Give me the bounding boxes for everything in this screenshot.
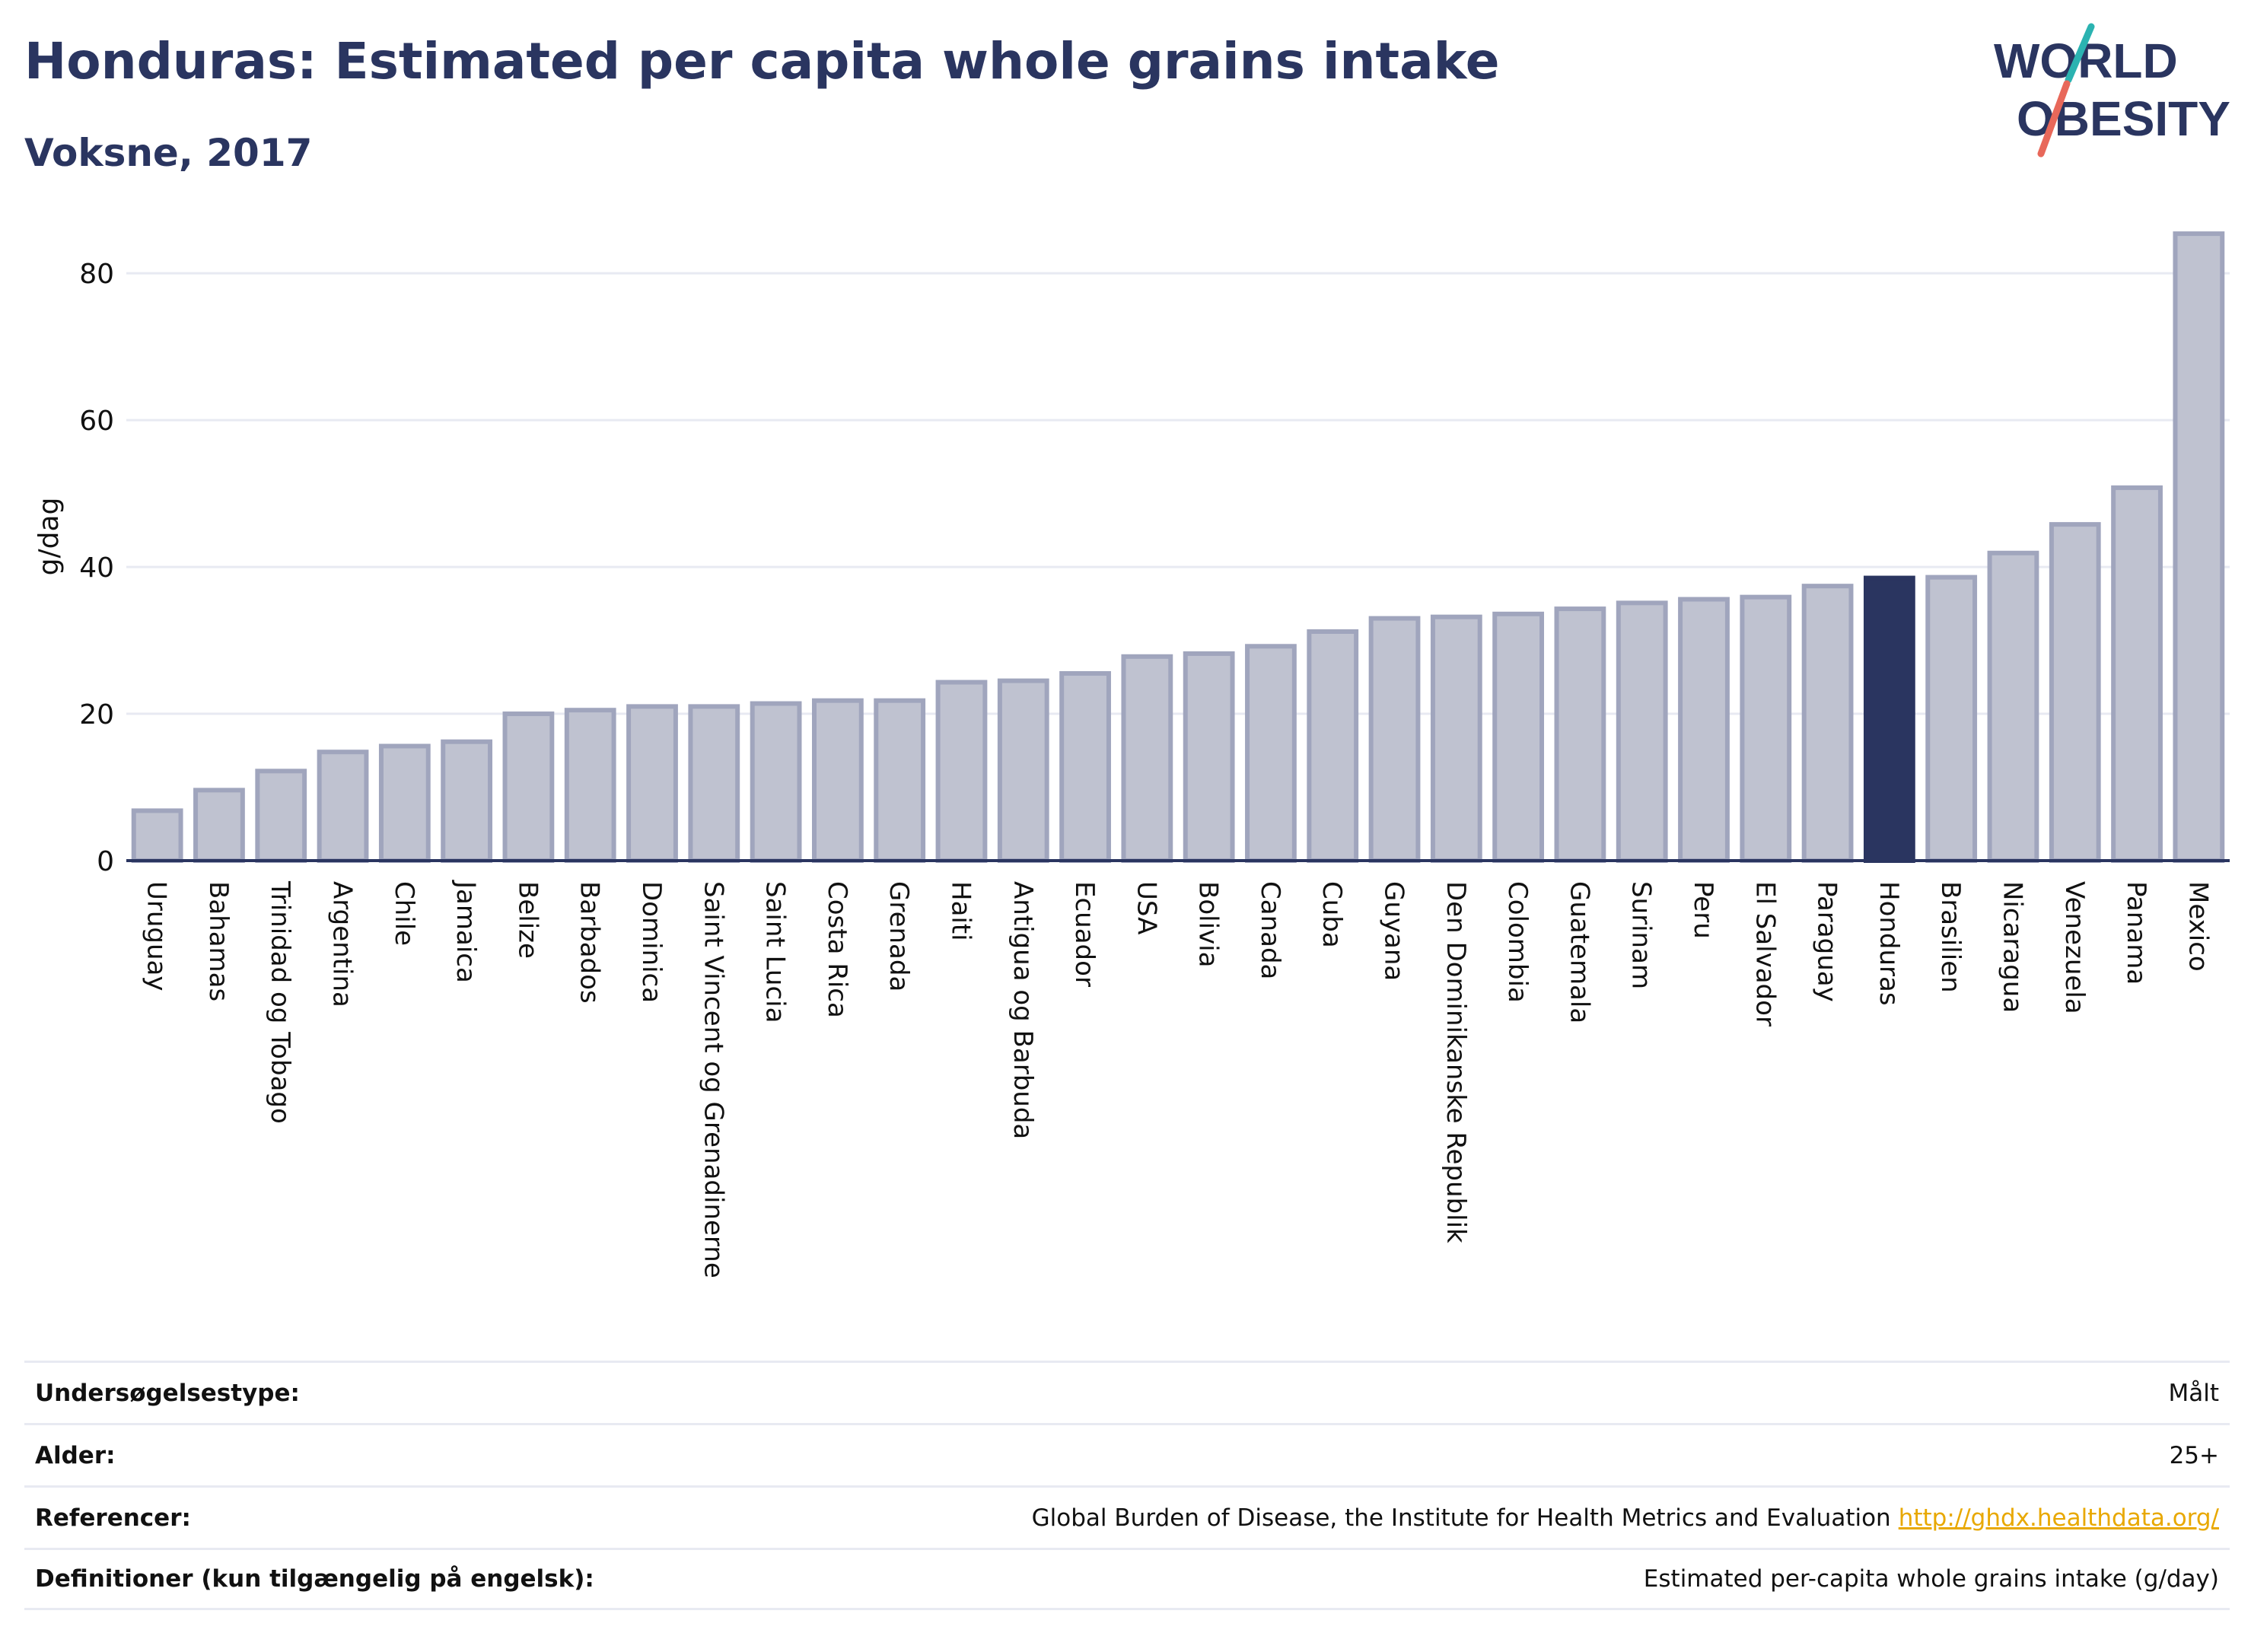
info-label: Undersøgelsestype:	[35, 1379, 300, 1407]
bar-uruguay[interactable]	[131, 808, 183, 864]
y-tick-label: 40	[79, 552, 114, 584]
bar-cuba[interactable]	[1307, 629, 1359, 863]
x-tick-label: Grenada	[884, 881, 914, 992]
x-tick-label: Antigua og Barbuda	[1008, 881, 1038, 1139]
logo-slash-bottom-icon	[2037, 80, 2071, 158]
x-tick-label: Haiti	[945, 881, 976, 941]
bar-costa-rica[interactable]	[811, 698, 864, 864]
x-tick-label: Honduras	[1874, 881, 1904, 1006]
bar-nicaragua[interactable]	[1987, 550, 2039, 864]
x-tick-label: Nicaragua	[1997, 881, 2027, 1013]
y-tick-label: 80	[79, 259, 114, 290]
x-tick-label: Bolivia	[1193, 881, 1224, 967]
bar-honduras[interactable]	[1863, 575, 1915, 863]
info-row-definitions: Definitioner (kun tilgængelig på engelsk…	[24, 1548, 2230, 1610]
x-tick-label: Guyana	[1379, 881, 1409, 981]
x-tick-label: Saint Lucia	[760, 881, 791, 1023]
bar-saint-vincent-og-grenadinerne[interactable]	[688, 704, 740, 863]
bar-antigua-og-barbuda[interactable]	[997, 678, 1049, 863]
x-tick-label: Jamaica	[451, 880, 481, 983]
bar-argentina[interactable]	[317, 750, 369, 863]
reference-text: Global Burden of Disease, the Institute …	[1031, 1504, 1891, 1532]
info-value: 25+	[2169, 1441, 2219, 1469]
bar-brasilien[interactable]	[1925, 575, 1978, 863]
x-tick-label: Barbados	[575, 881, 605, 1004]
category-labels: Uruguay Bahamas Trinidad og Tobago Argentin…	[142, 880, 2214, 1278]
bar-chart: 0 20 40 60 80 Uruguay Bahamas Trinidad og Toba…	[33, 231, 2230, 1278]
info-label: Referencer:	[35, 1504, 191, 1532]
logo-slash-top-icon	[2065, 23, 2095, 84]
bar-surinam[interactable]	[1616, 600, 1668, 863]
x-tick-label: Bahamas	[203, 881, 234, 1001]
x-tick-label: Surinam	[1626, 881, 1657, 989]
x-tick-label: Cuba	[1317, 881, 1347, 948]
bar-usa[interactable]	[1121, 654, 1173, 863]
bar-haiti[interactable]	[935, 680, 988, 864]
x-tick-label: Argentina	[327, 881, 358, 1007]
bar-ecuador[interactable]	[1059, 670, 1111, 864]
x-tick-label: El Salvador	[1750, 881, 1780, 1027]
bar-panama[interactable]	[2111, 485, 2163, 863]
chart-title: Honduras: Estimated per capita whole gra…	[24, 32, 1500, 91]
bar-colombia[interactable]	[1492, 611, 1545, 863]
bar-guatemala[interactable]	[1554, 606, 1606, 863]
y-tick-label: 60	[79, 406, 114, 437]
bar-belize[interactable]	[502, 711, 555, 864]
info-value: Målt	[2168, 1379, 2219, 1407]
bar-trinidad-og-tobago[interactable]	[255, 769, 307, 863]
bar-guyana[interactable]	[1368, 616, 1421, 863]
x-tick-label: Colombia	[1502, 881, 1533, 1003]
info-label: Definitioner (kun tilgængelig på engelsk…	[35, 1565, 594, 1593]
bar-saint-lucia[interactable]	[750, 701, 802, 863]
bar-chile[interactable]	[378, 743, 431, 864]
x-tick-label: Trinidad og Tobago	[265, 880, 295, 1124]
info-value: Estimated per-capita whole grains intake…	[1643, 1565, 2219, 1593]
bar-bolivia[interactable]	[1183, 651, 1235, 863]
bar-paraguay[interactable]	[1801, 584, 1854, 863]
info-row-survey-type: Undersøgelsestype: Målt	[24, 1361, 2230, 1423]
chart-subtitle: Voksne, 2017	[24, 131, 313, 175]
reference-link[interactable]: http://ghdx.healthdata.org/	[1898, 1504, 2219, 1532]
x-tick-label: Chile	[389, 881, 419, 946]
bar-peru[interactable]	[1678, 597, 1730, 863]
bar-bahamas[interactable]	[193, 788, 245, 864]
bar-mexico[interactable]	[2173, 231, 2225, 863]
world-obesity-logo: WORLD OBESITY	[1994, 23, 2230, 158]
x-tick-label: Den Dominikanske Republik	[1441, 881, 1471, 1243]
x-tick-label: Panama	[2121, 881, 2151, 985]
info-row-references: Referencer: Global Burden of Disease, th…	[24, 1485, 2230, 1548]
x-tick-label: Costa Rica	[822, 881, 852, 1018]
y-tick-label: 20	[79, 699, 114, 731]
y-tick-label: 0	[97, 846, 114, 877]
bar-canada[interactable]	[1245, 644, 1297, 863]
x-tick-label: Dominica	[636, 881, 667, 1003]
bar-el-salvador[interactable]	[1740, 594, 1792, 864]
x-tick-label: USA	[1131, 881, 1161, 934]
info-value: Global Burden of Disease, the Institute …	[1032, 1504, 2219, 1532]
axes: 0 20 40 60 80	[79, 259, 2230, 877]
bar-grenada[interactable]	[874, 698, 926, 864]
bar-dominica[interactable]	[626, 704, 678, 863]
bars	[131, 231, 2225, 864]
bar-venezuela[interactable]	[2049, 522, 2101, 863]
info-label: Alder:	[35, 1441, 116, 1469]
x-tick-label: Paraguay	[1812, 881, 1842, 1002]
x-tick-label: Venezuela	[2059, 881, 2090, 1014]
x-tick-label: Ecuador	[1069, 881, 1100, 987]
x-tick-label: Mexico	[2183, 881, 2213, 972]
bar-barbados[interactable]	[564, 708, 616, 864]
x-tick-label: Uruguay	[142, 881, 172, 992]
x-tick-label: Saint Vincent og Grenadinerne	[698, 881, 728, 1278]
y-axis-label: g/dag	[33, 498, 65, 576]
x-tick-label: Peru	[1688, 881, 1718, 939]
x-tick-label: Guatemala	[1564, 881, 1594, 1023]
bar-den-dominikanske-republik[interactable]	[1430, 614, 1482, 863]
x-tick-label: Canada	[1255, 881, 1285, 979]
x-tick-label: Belize	[512, 881, 543, 959]
info-table: Undersøgelsestype: Målt Alder: 25+ Refer…	[24, 1361, 2230, 1610]
x-tick-label: Brasilien	[1935, 881, 1966, 993]
bar-jamaica[interactable]	[441, 739, 493, 864]
info-row-age: Alder: 25+	[24, 1423, 2230, 1485]
